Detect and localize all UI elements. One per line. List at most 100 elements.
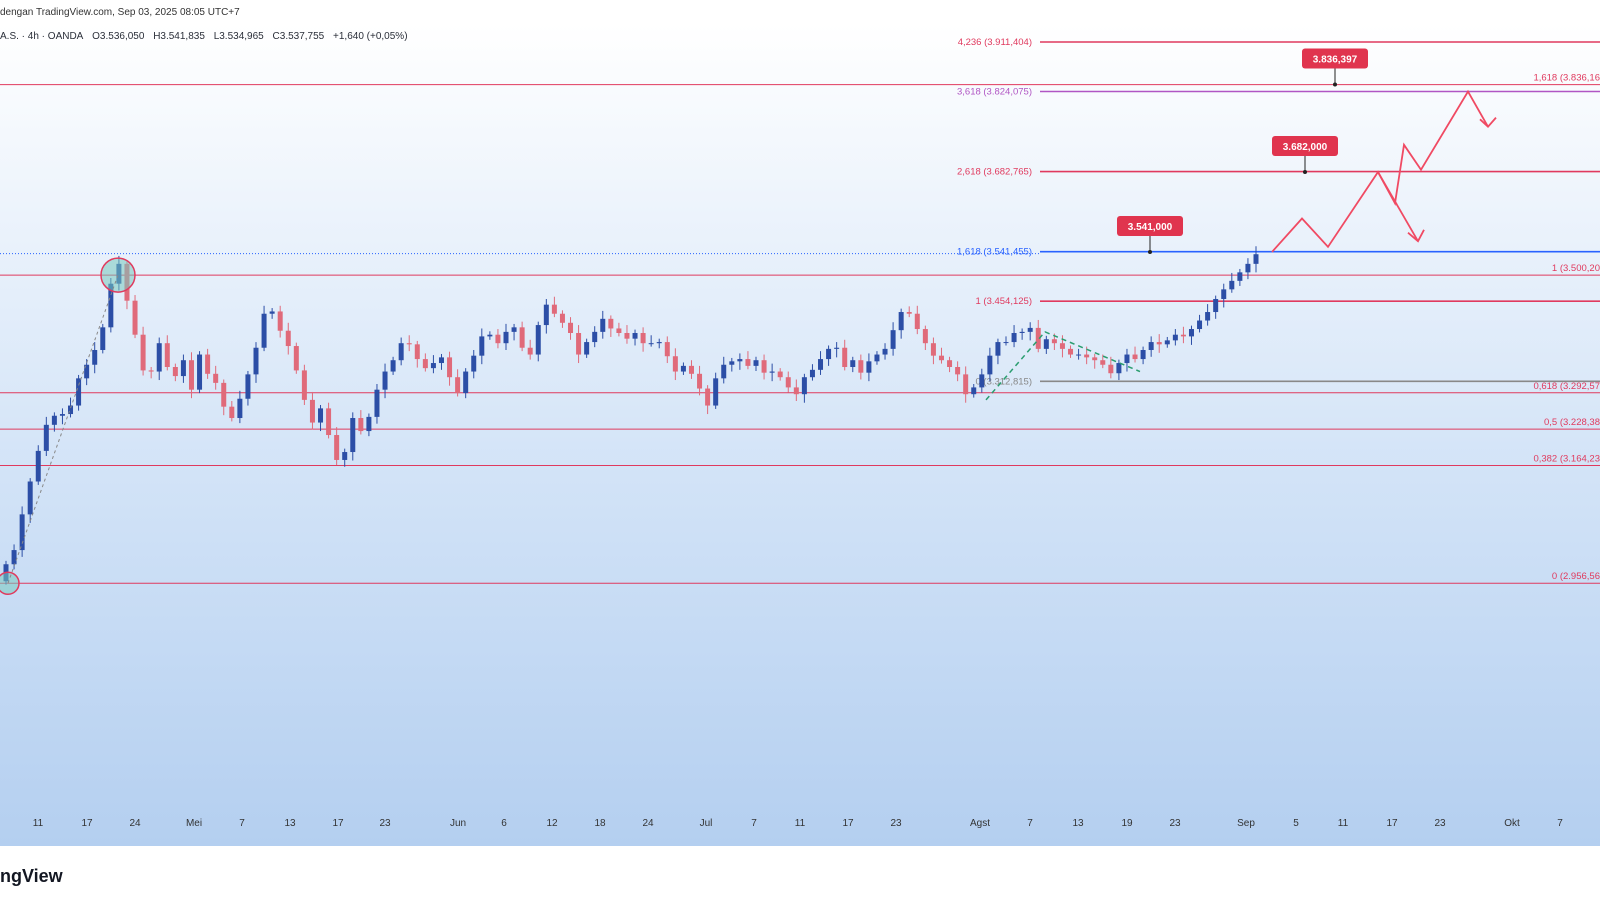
candle-body bbox=[809, 369, 815, 378]
candle-body bbox=[414, 344, 420, 360]
candle-body bbox=[197, 354, 203, 390]
candle-body bbox=[406, 343, 412, 345]
candle-body bbox=[245, 374, 251, 399]
candle-body bbox=[826, 348, 832, 360]
x-tick-label: 18 bbox=[594, 818, 606, 829]
candle-body bbox=[358, 418, 364, 432]
candle-body bbox=[1027, 327, 1033, 332]
candle-body bbox=[19, 514, 25, 551]
candle-body bbox=[882, 348, 888, 355]
x-tick-label: 7 bbox=[1027, 818, 1033, 829]
candle-body bbox=[253, 347, 259, 375]
candle-body bbox=[277, 311, 283, 331]
candle-body bbox=[398, 343, 404, 361]
candle-body bbox=[543, 304, 549, 326]
candle-body bbox=[172, 367, 178, 377]
candle-body bbox=[269, 311, 275, 314]
candle-body bbox=[535, 325, 541, 355]
candle-body bbox=[987, 355, 993, 375]
price-chart[interactable]: 4,236 (3.911,404) 3,618 (3.824,075) 2,618 … bbox=[0, 24, 1600, 846]
candle-body bbox=[753, 360, 759, 366]
candle-body bbox=[527, 347, 533, 355]
candle-body bbox=[1140, 350, 1146, 360]
candle-body bbox=[608, 318, 614, 329]
x-tick-label: 23 bbox=[1434, 818, 1446, 829]
x-tick-label: Okt bbox=[1504, 818, 1520, 829]
candle-body bbox=[140, 334, 146, 371]
candle-body bbox=[1164, 340, 1170, 345]
candle-body bbox=[858, 360, 864, 373]
candle-body bbox=[1229, 280, 1235, 290]
x-tick-label: 24 bbox=[642, 818, 654, 829]
fib-ext-label-2: 2,618 (3.682,765) bbox=[957, 167, 1032, 178]
candle-body bbox=[842, 347, 848, 368]
symbol-label[interactable]: A.S. · 4h · OANDA bbox=[0, 31, 84, 42]
x-tick-label: 23 bbox=[379, 818, 391, 829]
abc-wave-dashed bbox=[985, 330, 1141, 401]
x-tick-label: 5 bbox=[1293, 818, 1299, 829]
fib-trend-line bbox=[7, 274, 119, 584]
candle-body bbox=[938, 355, 944, 361]
fib-ext-label-5: 0 (3.312,815) bbox=[975, 376, 1032, 387]
candle-body bbox=[156, 343, 162, 372]
candle-body bbox=[592, 331, 598, 343]
candle-body bbox=[640, 332, 646, 344]
candle-body bbox=[793, 387, 799, 395]
candle-body bbox=[1148, 342, 1154, 351]
x-tick-label: 7 bbox=[239, 818, 245, 829]
fib-ret-label-2: 0,618 (3.292,57 bbox=[1533, 381, 1600, 392]
x-tick-label: Mei bbox=[186, 818, 202, 829]
candle-body bbox=[237, 398, 243, 419]
candle-body bbox=[898, 312, 904, 331]
candle-body bbox=[834, 347, 840, 349]
candle-body bbox=[261, 313, 267, 348]
candle-body bbox=[92, 350, 98, 365]
x-tick-label: 6 bbox=[501, 818, 507, 829]
low-value: L3.534,965 bbox=[213, 31, 264, 42]
candle-body bbox=[84, 364, 90, 379]
candle-body bbox=[1043, 339, 1049, 349]
x-tick-label: 17 bbox=[332, 818, 344, 829]
candle-body bbox=[422, 359, 428, 369]
x-tick-label: Agst bbox=[970, 818, 990, 829]
fib-ext-label-1: 3,618 (3.824,075) bbox=[957, 86, 1032, 97]
candle-body bbox=[438, 357, 444, 364]
candle-body bbox=[947, 360, 953, 368]
high-value: H3.541,835 bbox=[153, 31, 205, 42]
candle-body bbox=[963, 374, 969, 395]
change-value: +1,640 (+0,05%) bbox=[333, 31, 408, 42]
target-dot-1 bbox=[1303, 170, 1307, 175]
chart-header: dengan TradingView.com, Sep 03, 2025 08:… bbox=[0, 0, 1600, 24]
x-tick-label: 11 bbox=[33, 818, 44, 829]
fib-ret-label-1: 1 (3.500,20 bbox=[1552, 263, 1600, 274]
x-tick-label: 24 bbox=[129, 818, 141, 829]
target-dot-0 bbox=[1148, 249, 1152, 254]
candle-body bbox=[318, 408, 324, 423]
fib-ext-label-4: 1 (3.454,125) bbox=[975, 296, 1032, 307]
candle-body bbox=[866, 361, 872, 373]
candle-body bbox=[511, 327, 517, 332]
target-label-1: 3.682,000 bbox=[1283, 142, 1328, 153]
swing-low-marker bbox=[0, 571, 20, 595]
candle-body bbox=[874, 354, 880, 362]
candle-body bbox=[1132, 354, 1138, 360]
candle-body bbox=[76, 378, 82, 406]
candle-body bbox=[164, 343, 170, 368]
x-tick-label: 7 bbox=[1557, 818, 1563, 829]
fib-ext-label-3: 1,618 (3.541,455) bbox=[957, 247, 1032, 258]
candle-body bbox=[850, 360, 856, 368]
candle-body bbox=[51, 415, 57, 425]
candle-body bbox=[334, 435, 340, 460]
x-tick-label: 11 bbox=[795, 818, 806, 829]
chart-canvas[interactable]: 4,236 (3.911,404) 3,618 (3.824,075) 2,618 … bbox=[0, 24, 1600, 846]
x-tick-label: 23 bbox=[1169, 818, 1181, 829]
candle-body bbox=[390, 360, 396, 372]
x-tick-label: Sep bbox=[1237, 818, 1255, 829]
candle-body bbox=[785, 377, 791, 388]
x-tick-label: Jul bbox=[700, 818, 713, 829]
candle-body bbox=[576, 332, 582, 355]
candle-body bbox=[818, 359, 824, 370]
candle-body bbox=[519, 327, 525, 348]
candle-body bbox=[672, 356, 678, 372]
candle-body bbox=[326, 408, 332, 436]
